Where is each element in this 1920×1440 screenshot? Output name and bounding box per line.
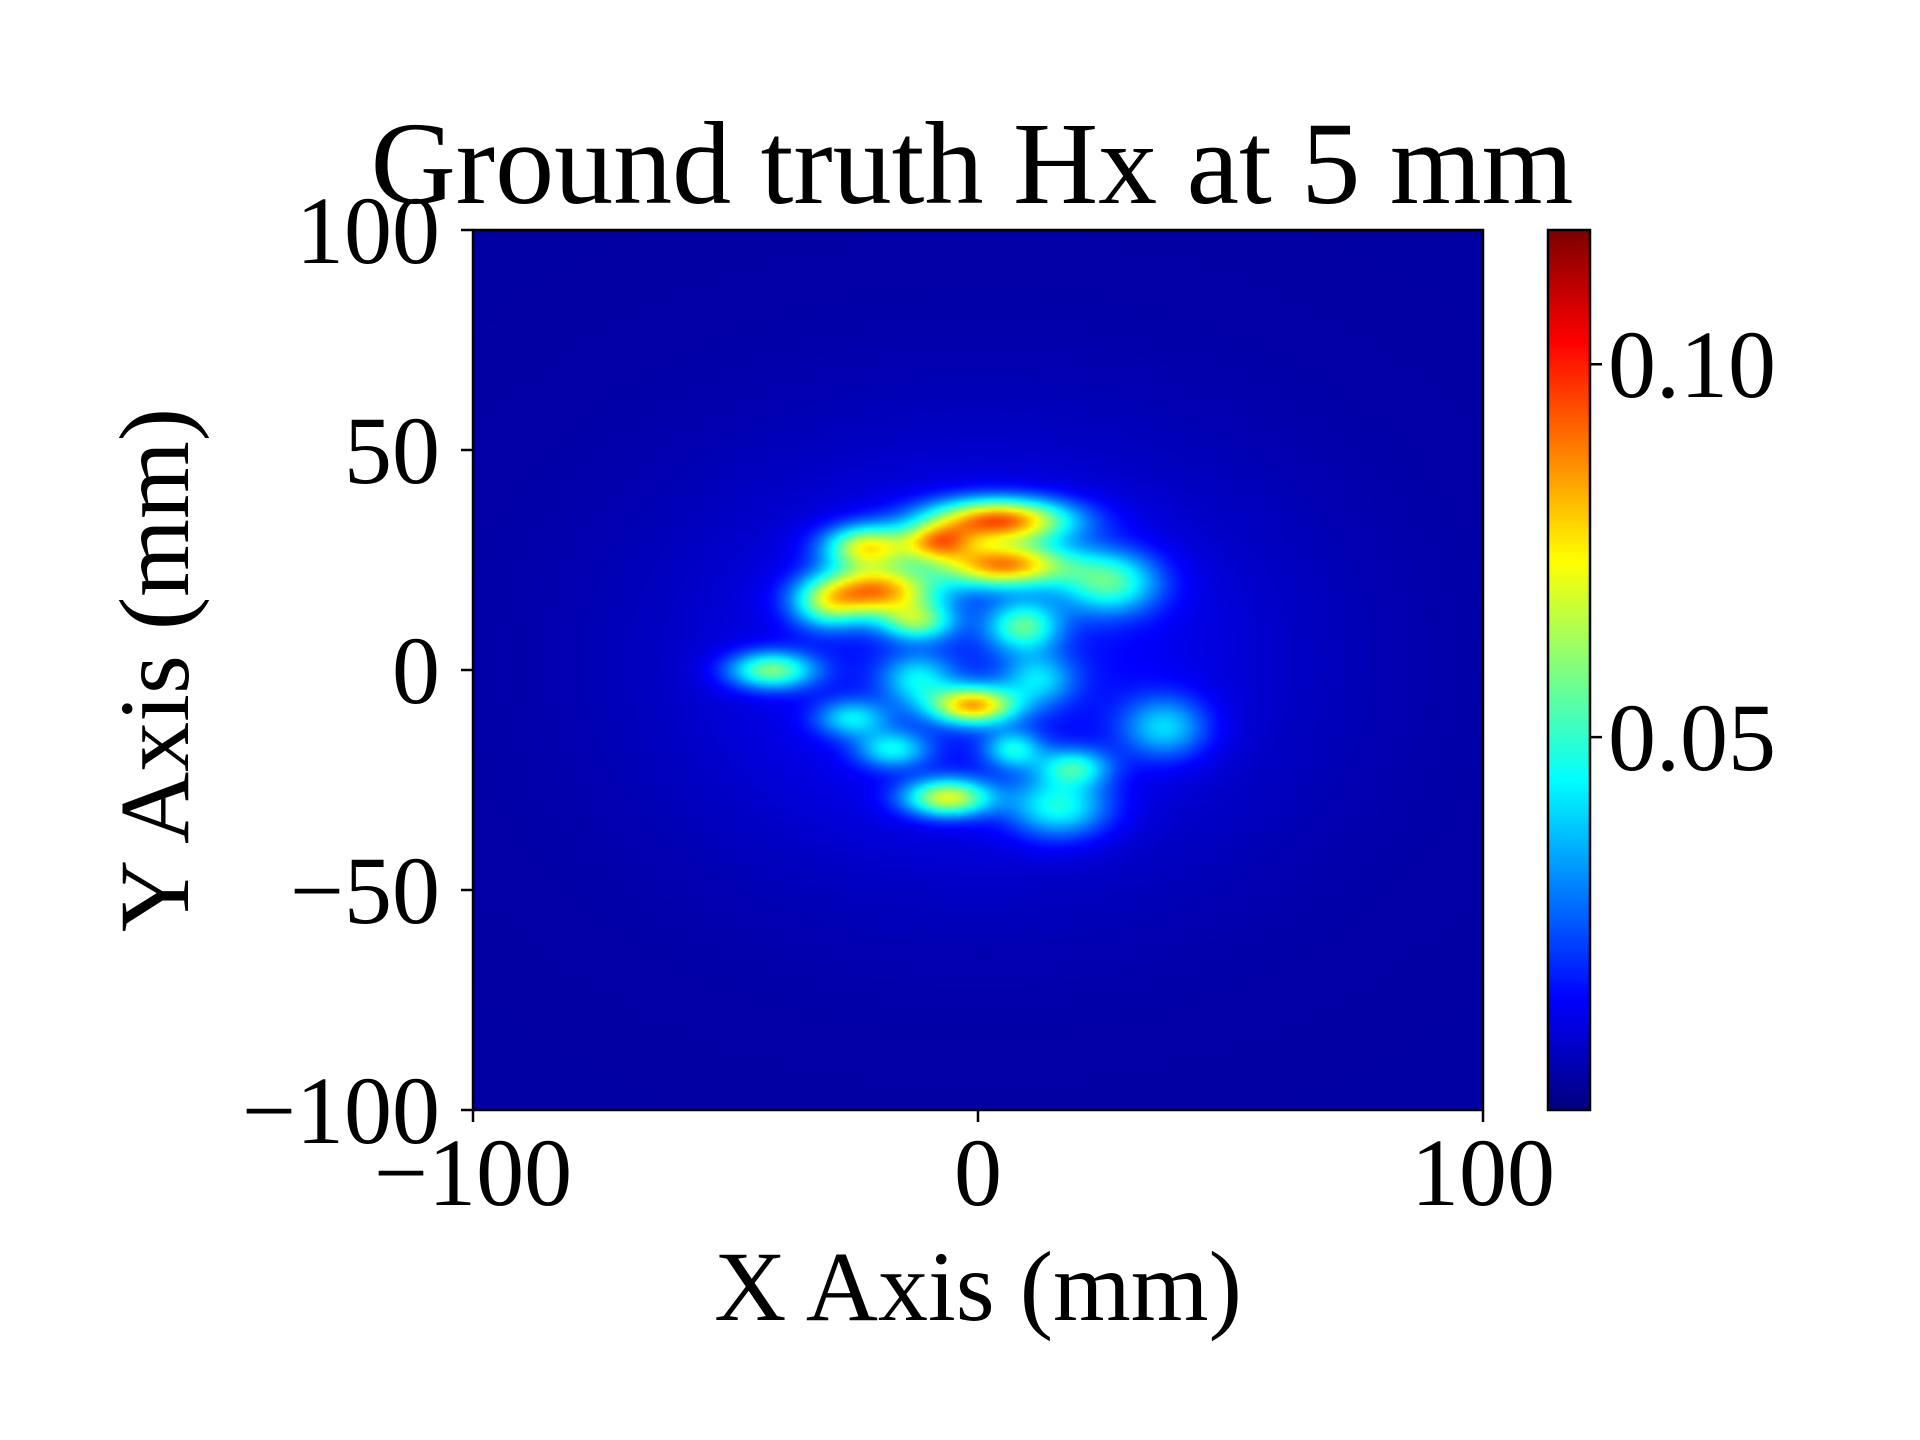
x-axis-label: X Axis (mm) (714, 1231, 1242, 1342)
y-tick-label: 100 (296, 177, 440, 284)
y-tick-label: 50 (344, 397, 440, 504)
chart-title: Ground truth Hx at 5 mm (371, 98, 1574, 229)
x-tick-label: 0 (954, 1119, 1002, 1226)
y-tick-label: −50 (290, 837, 440, 944)
y-tick-label: 0 (392, 617, 440, 724)
colorbar-gradient (1548, 230, 1590, 1110)
plot-area (471, 228, 1485, 1112)
x-tick-label: 100 (1411, 1119, 1555, 1226)
colorbar-frame (1546, 228, 1592, 1112)
x-tick-label: −100 (374, 1119, 572, 1226)
colorbar-tick-label: 0.10 (1608, 311, 1776, 418)
y-axis-ticks: −100 −50 0 50 100 (242, 177, 473, 1164)
colorbar: 0.05 0.10 (1546, 228, 1776, 1112)
x-axis-ticks: −100 0 100 (374, 1110, 1555, 1226)
colorbar-tick-label: 0.05 (1608, 684, 1776, 791)
y-axis-label: Y Axis (mm) (99, 408, 210, 932)
colorbar-ticks: 0.05 0.10 (1590, 311, 1776, 791)
heatmap-image (473, 230, 1483, 1110)
y-tick-label: −100 (242, 1057, 440, 1164)
